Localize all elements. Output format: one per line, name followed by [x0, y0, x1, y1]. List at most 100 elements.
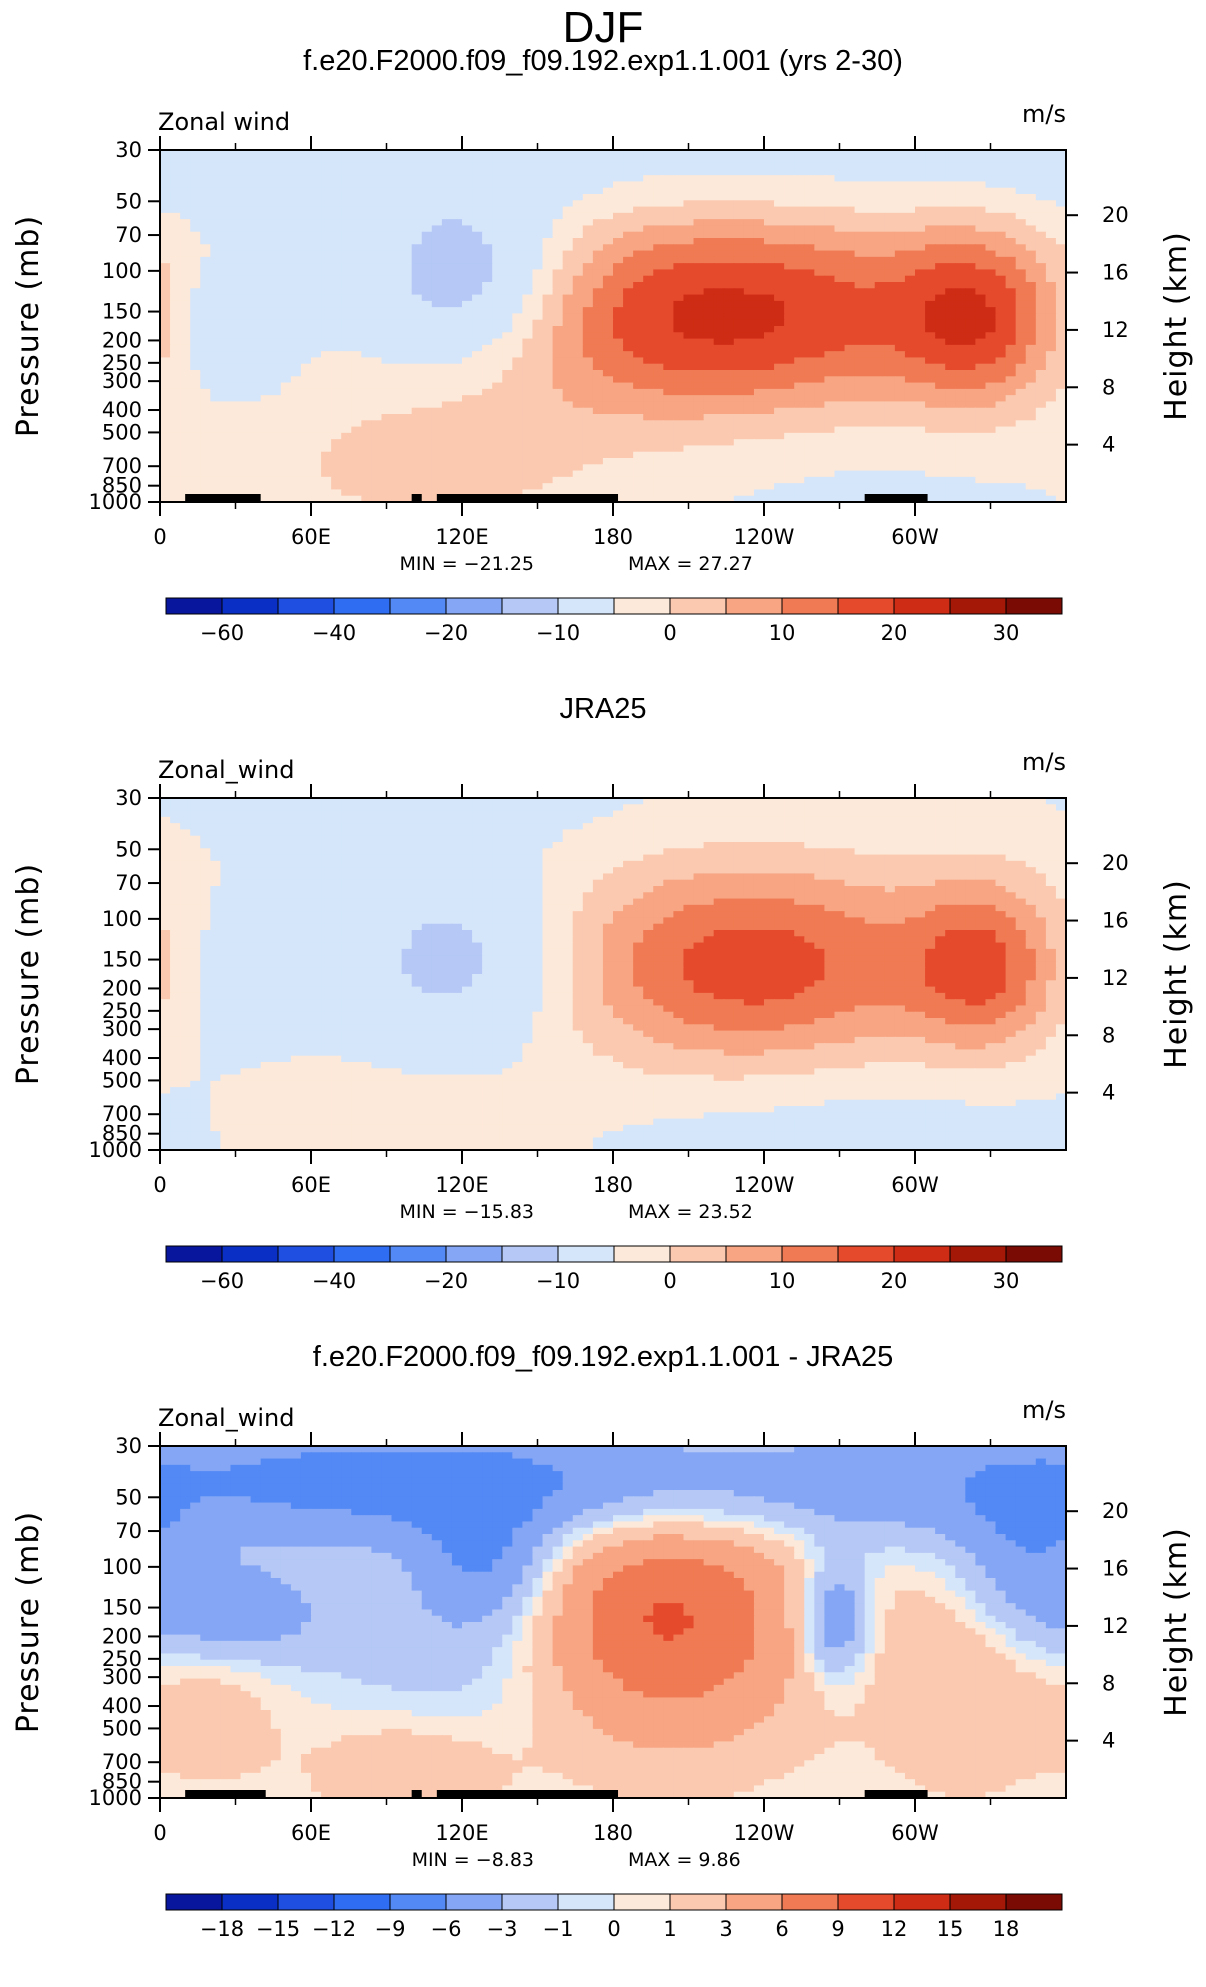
- field-cell: [1006, 345, 1017, 352]
- field-cell: [653, 357, 664, 364]
- field-cell: [955, 427, 966, 434]
- field-cell: [613, 282, 624, 289]
- field-cell: [563, 427, 574, 434]
- field-cell: [331, 483, 342, 490]
- field-cell: [301, 326, 312, 333]
- field-cell: [623, 207, 634, 214]
- field-cell: [200, 200, 211, 207]
- field-cell: [633, 194, 644, 201]
- field-cell: [361, 219, 372, 226]
- field-cell: [301, 351, 312, 358]
- field-cell: [593, 188, 604, 195]
- field-cell: [794, 188, 805, 195]
- field-cell: [502, 477, 513, 484]
- field-cell: [220, 200, 231, 207]
- field-cell: [683, 383, 694, 390]
- field-cell: [834, 244, 845, 251]
- field-cell: [331, 452, 342, 459]
- field-cell: [824, 464, 835, 471]
- field-cell: [371, 351, 382, 358]
- field-cell: [935, 320, 946, 327]
- field-cell: [543, 225, 554, 232]
- field-cell: [804, 175, 815, 182]
- field-cell: [965, 213, 976, 220]
- field-cell: [653, 194, 664, 201]
- field-cell: [824, 427, 835, 434]
- field-cell: [1036, 269, 1047, 276]
- field-cell: [251, 414, 262, 421]
- field-cell: [462, 357, 473, 364]
- field-cell: [1046, 225, 1057, 232]
- field-cell: [593, 269, 604, 276]
- field-cell: [865, 163, 876, 170]
- field-cell: [442, 188, 453, 195]
- field-cell: [855, 439, 866, 446]
- field-cell: [532, 370, 543, 377]
- field-cell: [724, 332, 735, 339]
- field-cell: [331, 383, 342, 390]
- field-cell: [1006, 181, 1017, 188]
- field-cell: [794, 257, 805, 264]
- field-cell: [1056, 207, 1067, 214]
- field-cell: [180, 439, 191, 446]
- field-cell: [1056, 288, 1067, 295]
- field-cell: [734, 458, 745, 465]
- field-cell: [996, 301, 1007, 308]
- field-cell: [593, 320, 604, 327]
- field-cell: [633, 282, 644, 289]
- field-cell: [1016, 188, 1027, 195]
- field-cell: [230, 156, 241, 163]
- field-cell: [361, 301, 372, 308]
- field-cell: [573, 219, 584, 226]
- field-cell: [824, 383, 835, 390]
- field-cell: [361, 370, 372, 377]
- field-cell: [935, 408, 946, 415]
- field-cell: [694, 370, 705, 377]
- field-cell: [714, 389, 725, 396]
- field-cell: [633, 257, 644, 264]
- field-cell: [281, 276, 292, 283]
- field-cell: [472, 263, 483, 270]
- field-cell: [241, 188, 252, 195]
- field-cell: [905, 401, 916, 408]
- field-cell: [271, 445, 282, 452]
- field-cell: [412, 351, 423, 358]
- field-cell: [492, 320, 503, 327]
- field-cell: [1046, 219, 1057, 226]
- field-cell: [935, 276, 946, 283]
- field-cell: [402, 339, 413, 346]
- field-cell: [804, 408, 815, 415]
- field-cell: [422, 364, 433, 371]
- field-cell: [351, 345, 362, 352]
- field-cell: [1036, 458, 1047, 465]
- field-cell: [220, 257, 231, 264]
- field-cell: [200, 269, 211, 276]
- field-cell: [492, 445, 503, 452]
- field-cell: [1006, 464, 1017, 471]
- field-cell: [321, 332, 332, 339]
- field-cell: [371, 150, 382, 157]
- field-cell: [734, 489, 745, 496]
- field-cell: [764, 433, 775, 440]
- field-cell: [553, 383, 564, 390]
- field-cell: [241, 477, 252, 484]
- field-cell: [875, 483, 886, 490]
- field-cell: [573, 345, 584, 352]
- field-cell: [472, 483, 483, 490]
- field-cell: [291, 320, 302, 327]
- field-cell: [452, 269, 463, 276]
- field-cell: [865, 376, 876, 383]
- field-cell: [905, 351, 916, 358]
- field-cell: [432, 150, 443, 157]
- field-cell: [794, 452, 805, 459]
- field-cell: [442, 269, 453, 276]
- field-cell: [704, 263, 715, 270]
- variable-label: Zonal wind: [158, 108, 290, 136]
- field-cell: [643, 370, 654, 377]
- field-cell: [573, 383, 584, 390]
- field-cell: [412, 156, 423, 163]
- field-cell: [563, 389, 574, 396]
- field-cell: [603, 376, 614, 383]
- field-cell: [996, 395, 1007, 402]
- field-cell: [351, 414, 362, 421]
